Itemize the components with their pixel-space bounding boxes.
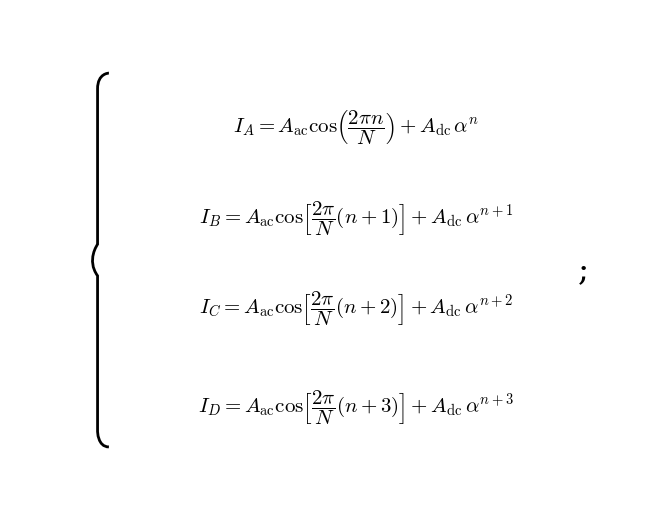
Text: $I_D = A_{\mathrm{ac}} \cos\!\left[\dfrac{2\pi}{N}(n+3)\right] + A_{\mathrm{dc}}: $I_D = A_{\mathrm{ac}} \cos\!\left[\dfra…	[198, 388, 514, 427]
Text: ;: ;	[577, 254, 589, 286]
Text: $I_B = A_{\mathrm{ac}} \cos\!\left[\dfrac{2\pi}{N}(n+1)\right] + A_{\mathrm{dc}}: $I_B = A_{\mathrm{ac}} \cos\!\left[\dfra…	[199, 199, 513, 238]
Text: $I_A = A_{\mathrm{ac}} \cos\!\left(\dfrac{2\pi n}{N}\right) + A_{\mathrm{dc}}\,\: $I_A = A_{\mathrm{ac}} \cos\!\left(\dfra…	[233, 109, 479, 148]
Text: $I_C = A_{\mathrm{ac}} \cos\!\left[\dfrac{2\pi}{N}(n+2)\right] + A_{\mathrm{dc}}: $I_C = A_{\mathrm{ac}} \cos\!\left[\dfra…	[200, 290, 513, 329]
